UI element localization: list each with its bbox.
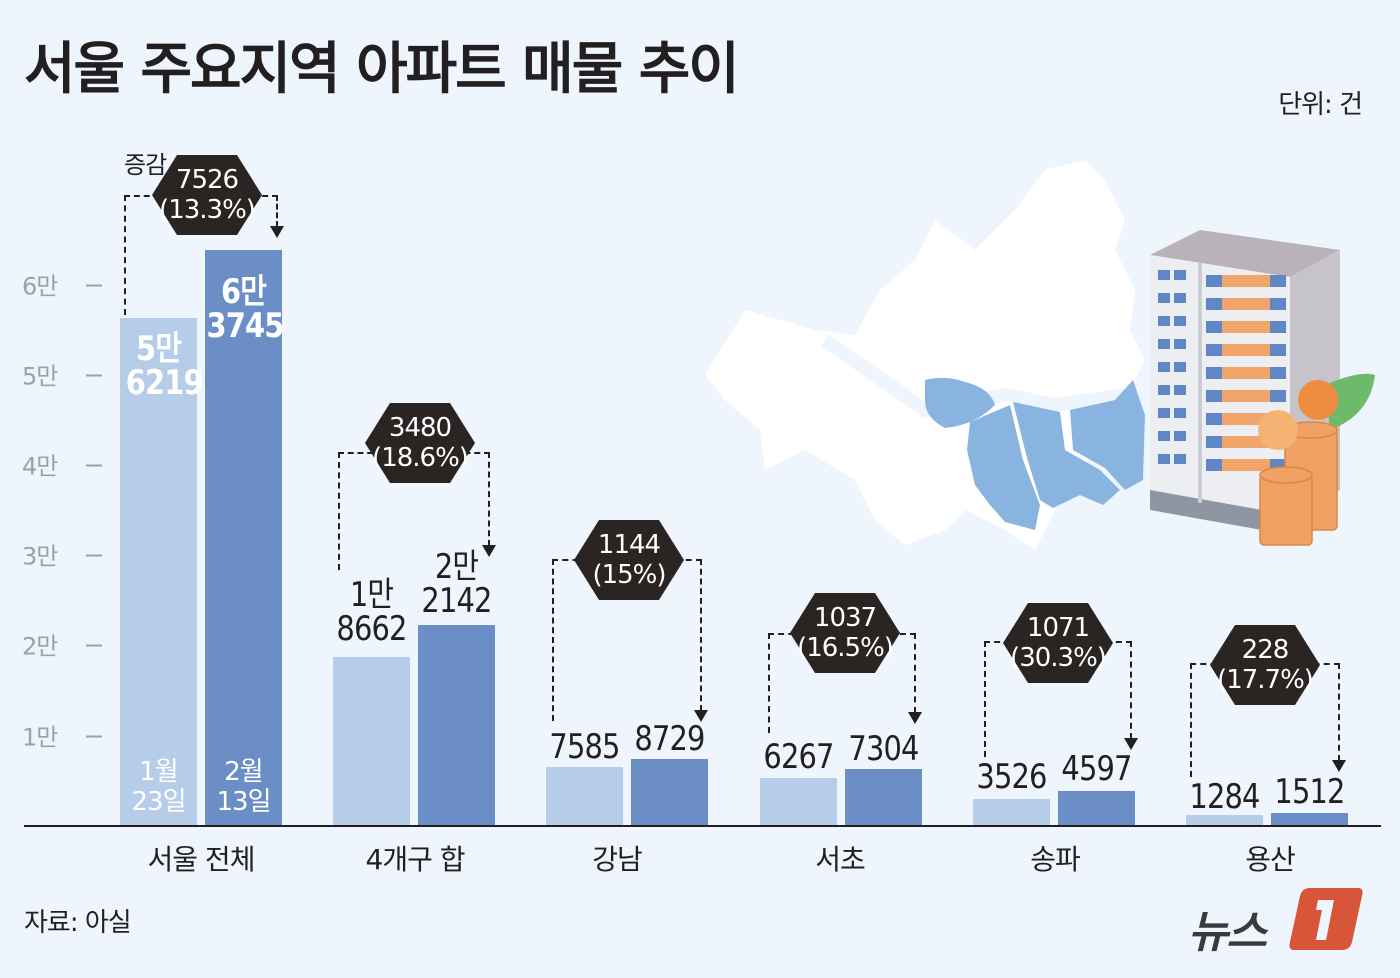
connector-left-songpa (984, 641, 986, 757)
bar-gangnam-jan23 (546, 767, 623, 825)
value-label-gangnam-jan23: 7585 (549, 727, 620, 767)
y-tick-50000: 5만 (22, 357, 102, 392)
connector-left-seocho (768, 633, 770, 733)
bar-seocho-feb13 (845, 769, 922, 825)
y-tick-20000: 2만 (22, 627, 102, 662)
bar-yongsan-jan23 (1186, 815, 1263, 825)
value-label-gangnam-feb13: 8729 (634, 719, 705, 759)
connector-left-seoul-total (124, 195, 126, 315)
value-label-yongsan-feb13: 1512 (1274, 772, 1345, 812)
y-tick-40000: 4만 (22, 447, 102, 482)
seoul-map-icon (705, 160, 1145, 550)
date-label-feb13: 2월 13일 (216, 757, 271, 817)
bar-songpa-jan23 (973, 799, 1050, 825)
arrow-down-icon (694, 710, 708, 722)
change-hexagon-4gu-sum: 3480 (18.6%) (365, 403, 475, 483)
connector-left-gangnam (552, 559, 554, 721)
value-label-seocho-feb13: 7304 (848, 729, 919, 769)
change-hexagon-songpa: 1071 (30.3%) (1003, 603, 1113, 683)
connector-right-yongsan (1338, 663, 1340, 761)
bar-songpa-feb13 (1058, 791, 1135, 825)
bar-seoul-total-feb13 (205, 250, 282, 825)
connector-right-seoul-total (276, 195, 278, 227)
bar-yongsan-feb13 (1271, 813, 1348, 825)
change-hexagon-seocho: 1037 (16.5%) (790, 593, 900, 673)
value-label-yongsan-jan23: 1284 (1189, 777, 1260, 817)
category-label-4gu-sum: 4개구 합 (365, 843, 466, 876)
change-legend-label: 증감 (124, 151, 167, 179)
news1-badge-icon (1289, 888, 1363, 950)
change-hexagon-gangnam: 1144 (15%) (574, 520, 684, 600)
category-label-seoul-total: 서울 전체 (147, 843, 256, 876)
arrow-down-icon (1332, 760, 1346, 772)
value-label-seoul-total-feb13: 6만 3745 (206, 272, 285, 346)
value-label-4gu-sum-feb13: 2만 2142 (421, 547, 492, 621)
connector-right-seocho (914, 633, 916, 713)
bar-gangnam-feb13 (631, 759, 708, 825)
value-label-songpa-feb13: 4597 (1061, 749, 1132, 789)
value-label-seoul-total-jan23: 5만 6219 (125, 329, 204, 403)
bar-4gu-sum-jan23 (333, 657, 410, 825)
chart-title: 서울 주요지역 아파트 매물 추이 (24, 37, 740, 102)
connector-right-4gu-sum (488, 452, 490, 546)
y-tick-60000: 6만 (22, 267, 102, 302)
category-label-gangnam: 강남 (592, 843, 643, 876)
change-hexagon-yongsan: 228 (17.7%) (1210, 625, 1320, 705)
connector-right-gangnam (700, 559, 702, 711)
value-label-songpa-jan23: 3526 (976, 757, 1047, 797)
arrow-down-icon (908, 712, 922, 724)
connector-left-yongsan (1190, 663, 1192, 777)
bar-seocho-jan23 (760, 778, 837, 825)
category-label-seocho: 서초 (815, 843, 866, 876)
x-axis-baseline (24, 825, 1381, 827)
connector-right-songpa (1130, 641, 1132, 739)
change-hexagon-seoul-total: 7526 (13.3%) (152, 155, 262, 235)
news1-logo: 뉴스 (1188, 886, 1368, 958)
arrow-down-icon (270, 226, 284, 238)
y-tick-10000: 1만 (22, 718, 102, 753)
category-label-yongsan: 용산 (1245, 843, 1296, 876)
value-label-seocho-jan23: 6267 (763, 737, 834, 777)
apartment-building-icon (1150, 230, 1375, 546)
arrow-down-icon (482, 545, 496, 557)
logo-text: 뉴스 (1188, 907, 1267, 958)
bar-seoul-total-jan23 (120, 318, 197, 825)
date-label-jan23: 1월 23일 (131, 757, 186, 817)
arrow-down-icon (1124, 738, 1138, 750)
category-label-songpa: 송파 (1030, 843, 1081, 876)
source-note: 자료: 아실 (24, 908, 132, 938)
value-label-4gu-sum-jan23: 1만 8662 (336, 575, 407, 649)
y-tick-30000: 3만 (22, 537, 102, 572)
bar-4gu-sum-feb13 (418, 625, 495, 825)
unit-label: 단위: 건 (1278, 90, 1363, 120)
connector-left-4gu-sum (338, 452, 340, 570)
